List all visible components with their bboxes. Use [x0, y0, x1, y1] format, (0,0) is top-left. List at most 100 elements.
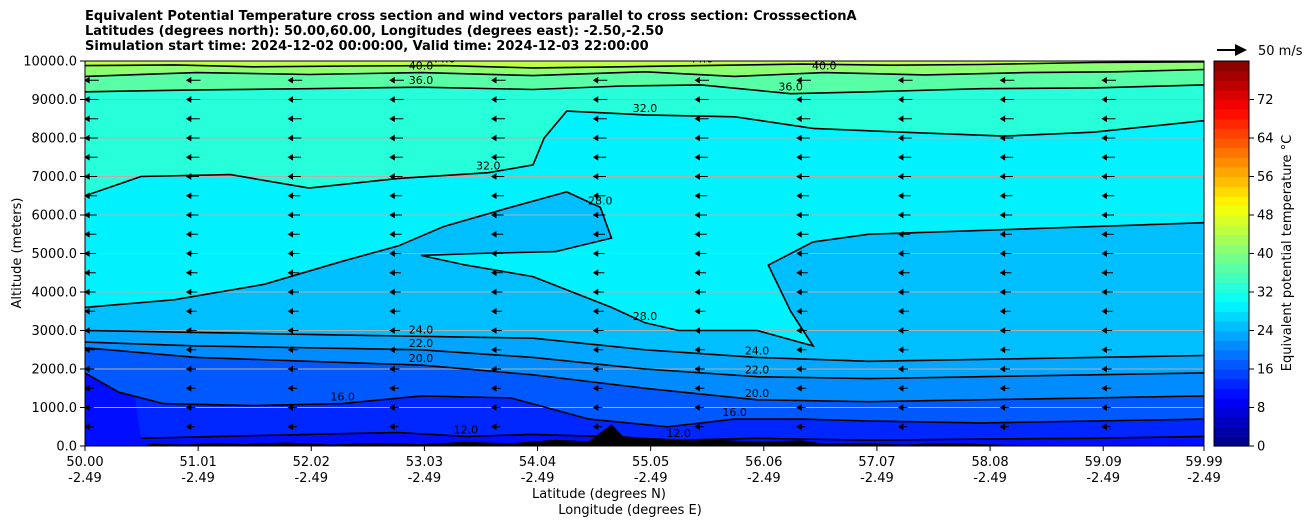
- x-tick-label-lat: 57.07: [858, 455, 895, 470]
- wind-vector: [85, 327, 95, 334]
- wind-vector: [999, 230, 1012, 238]
- wind-vector: [185, 153, 200, 161]
- wind-vector: [796, 115, 811, 123]
- wind-vector: [999, 76, 1015, 84]
- wind-vector: [287, 134, 302, 142]
- wind-vector: [694, 76, 710, 84]
- x-tick-label-lon: -2.49: [68, 471, 102, 486]
- wind-vector: [796, 423, 806, 431]
- wind-vector: [796, 230, 809, 238]
- wind-vector: [1101, 192, 1115, 200]
- wind-vector: [389, 173, 403, 180]
- wind-vector: [592, 288, 605, 296]
- wind-vector: [85, 250, 97, 257]
- colorbar-tick-label: 48: [1257, 209, 1274, 224]
- contour-line-44: [85, 61, 1204, 69]
- grid-lines: [85, 61, 1204, 446]
- colorbar-segment: [1214, 186, 1249, 197]
- wind-vector: [85, 230, 97, 238]
- colorbar-segment: [1214, 80, 1249, 91]
- wind-vector: [389, 96, 404, 103]
- x-tick-label-lon: -2.49: [521, 471, 555, 486]
- wind-vector: [592, 346, 604, 354]
- wind-vector: [389, 269, 401, 277]
- x-tick-label-lat: 56.06: [745, 455, 782, 470]
- contour-label: 12.0: [666, 427, 691, 440]
- plot-area: 12.0 12.016.016.020.020.022.022.024.024.0…: [85, 53, 1204, 446]
- wind-vector: [491, 192, 504, 200]
- wind-vector: [185, 96, 201, 103]
- wind-vector: [999, 327, 1011, 334]
- wind-vector: [287, 211, 301, 219]
- wind-vector: [694, 307, 706, 315]
- colorbar-segment: [1214, 166, 1249, 178]
- wind-vector: [185, 269, 198, 277]
- wind-vector: [85, 134, 98, 142]
- wind-vector: [592, 404, 603, 411]
- wind-vector: [85, 153, 98, 161]
- wind-vector: [185, 250, 198, 257]
- quiver-key-label: 50 m/s: [1258, 44, 1303, 59]
- wind-vector: [897, 115, 913, 123]
- wind-vector: [999, 365, 1010, 373]
- wind-vector: [389, 327, 401, 334]
- contour-label: 24.0: [745, 344, 770, 357]
- contour-line-32: [85, 110, 1204, 197]
- wind-vector: [491, 404, 501, 411]
- y-tick-label: 2000.0: [32, 363, 78, 378]
- wind-vector: [694, 153, 708, 161]
- wind-vector: [389, 115, 404, 123]
- wind-vector: [389, 250, 402, 257]
- contour-line-16: [85, 372, 1204, 428]
- contour-label: 44.0: [689, 53, 714, 66]
- quiver-key: 50 m/s: [1217, 44, 1303, 59]
- wind-vector: [287, 153, 302, 161]
- colorbar-segment: [1214, 195, 1249, 206]
- wind-vector: [389, 211, 402, 219]
- wind-vector: [1101, 327, 1113, 334]
- wind-vector: [694, 288, 706, 296]
- colorbar-segment: [1214, 215, 1249, 226]
- wind-vector: [491, 269, 503, 277]
- chart-title: Equivalent Potential Temperature cross s…: [85, 9, 857, 54]
- wind-vector: [287, 404, 298, 411]
- wind-vector: [999, 250, 1012, 257]
- wind-vector: [796, 346, 807, 354]
- colorbar-tick-label: 0: [1257, 440, 1265, 455]
- wind-vector: [491, 423, 501, 431]
- contour-label: 32.0: [633, 102, 658, 115]
- wind-vector: [694, 96, 709, 103]
- x-tick-label-lat: 54.04: [519, 455, 556, 470]
- contour-label: 16.0: [722, 406, 747, 419]
- contour-label: 22.0: [409, 337, 434, 350]
- x-tick-label-lon: -2.49: [634, 471, 668, 486]
- wind-vector: [287, 269, 300, 277]
- wind-vector: [694, 269, 707, 277]
- colorbar-segment: [1214, 109, 1249, 120]
- colorbar-segment: [1214, 359, 1249, 370]
- y-tick-label: 7000.0: [32, 170, 78, 185]
- colorbar-segment: [1214, 272, 1249, 283]
- wind-vector: [491, 115, 506, 123]
- wind-vector: [999, 115, 1014, 123]
- wind-vector: [389, 192, 403, 200]
- wind-vector: [185, 173, 200, 180]
- colorbar-segment: [1214, 301, 1249, 312]
- colorbar-segment: [1214, 176, 1249, 187]
- wind-vector: [85, 192, 97, 200]
- x-tick-label-lat: 53.03: [406, 455, 443, 470]
- x-axis-label-line-2: Longitude (degrees E): [558, 503, 702, 518]
- wind-vector: [897, 211, 911, 219]
- wind-vector: [1101, 346, 1112, 354]
- colorbar-tick-label: 16: [1257, 363, 1274, 378]
- wind-vector: [185, 365, 197, 373]
- wind-vector: [592, 76, 608, 84]
- contour-label: 36.0: [409, 74, 434, 87]
- wind-vector: [694, 384, 705, 392]
- wind-vector: [389, 384, 400, 392]
- wind-vector: [592, 230, 606, 238]
- wind-vector: [897, 404, 908, 411]
- y-tick-label: 6000.0: [32, 209, 78, 224]
- x-tick-label-lon: -2.49: [973, 471, 1007, 486]
- wind-vector: [1101, 230, 1114, 238]
